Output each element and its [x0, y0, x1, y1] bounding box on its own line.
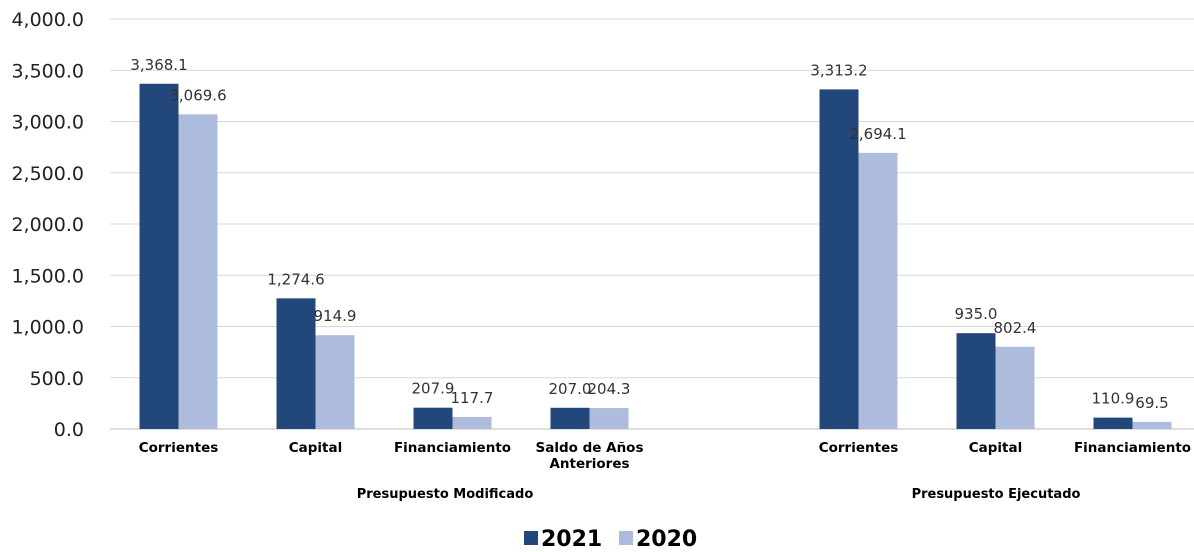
data-label-2020: 914.9: [314, 307, 357, 325]
category-label: Capital: [289, 440, 343, 456]
data-label-2021: 207.9: [412, 380, 455, 398]
bar-2021: [413, 407, 453, 429]
category-label: Saldo de Años Anteriores: [536, 440, 644, 472]
y-tick-label: 0.0: [54, 419, 84, 441]
y-tick-label: 2,000.0: [11, 214, 84, 236]
y-tick-label: 1,000.0: [11, 317, 84, 339]
category-labels: Corrientes Capital Financiamiento Saldo de …: [139, 440, 1191, 472]
data-label-2020: 204.3: [588, 380, 631, 398]
legend: 2021 2020: [524, 527, 697, 552]
bar-2020: [1132, 421, 1172, 429]
bar-2020: [178, 114, 218, 429]
data-label-2021: 3,313.2: [810, 61, 867, 79]
category-label: Financiamiento: [394, 440, 511, 456]
data-label-2021: 1,274.6: [267, 270, 324, 288]
data-label-2020: 2,694.1: [849, 125, 906, 143]
legend-label-2020: 2020: [636, 527, 697, 552]
category-label: Corrientes: [819, 440, 899, 456]
y-tick-label: 2,500.0: [11, 163, 84, 185]
data-label-2021: 3,368.1: [130, 56, 187, 74]
bar-2021: [819, 89, 859, 429]
data-label-2020: 117.7: [451, 389, 494, 407]
y-axis-tick-labels: 0.0 500.0 1,000.0 1,500.0 2,000.0 2,500.0 3,00…: [11, 9, 84, 441]
bar-2020: [315, 335, 355, 429]
y-tick-label: 3,500.0: [11, 60, 84, 82]
y-tick-label: 4,000.0: [11, 9, 84, 31]
bar-2021: [1093, 417, 1133, 429]
category-label: Corrientes: [139, 440, 219, 456]
bar-2020: [452, 416, 492, 429]
group-labels: Presupuesto Modificado Presupuesto Ejecut…: [357, 487, 1081, 502]
bar-series: [139, 83, 1172, 430]
group-label: Presupuesto Modificado: [357, 487, 534, 502]
data-label-2020: 802.4: [994, 319, 1037, 337]
data-label-2021: 110.9: [1092, 390, 1135, 408]
category-label: Capital: [969, 440, 1023, 456]
legend-label-2021: 2021: [541, 527, 602, 552]
bar-2021: [956, 333, 996, 429]
bar-2020: [995, 346, 1035, 429]
bar-2021: [139, 83, 179, 430]
y-tick-label: 3,000.0: [11, 112, 84, 134]
category-label: Financiamiento: [1074, 440, 1191, 456]
bar-2020: [858, 152, 898, 430]
group-label: Presupuesto Ejecutado: [912, 487, 1081, 502]
data-label-2021: 935.0: [955, 305, 998, 323]
legend-swatch-2020: [619, 531, 633, 545]
y-tick-label: 500.0: [30, 368, 84, 390]
legend-swatch-2021: [524, 531, 538, 545]
data-label-2020: 3,069.6: [169, 86, 226, 104]
bar-2020: [589, 408, 629, 429]
data-label-2021: 207.0: [549, 380, 592, 398]
data-label-2020: 69.5: [1135, 394, 1168, 412]
bar-2021: [550, 407, 590, 429]
bar-2021: [276, 298, 316, 429]
y-tick-label: 1,500.0: [11, 265, 84, 287]
